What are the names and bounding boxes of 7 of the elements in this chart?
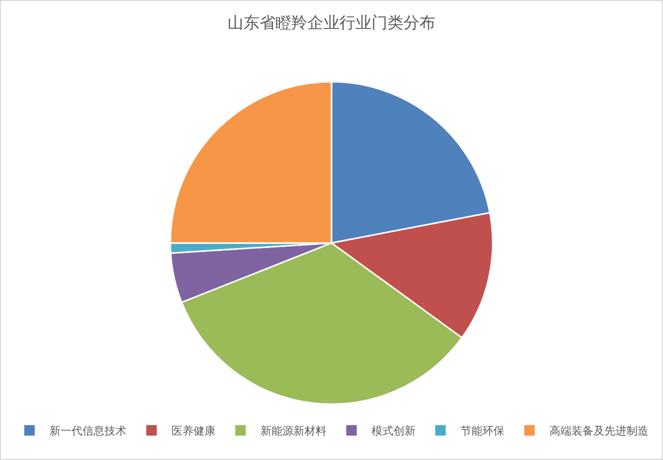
legend-label: 新能源新材料 bbox=[260, 424, 326, 438]
legend-label: 医养健康 bbox=[172, 424, 216, 438]
legend-label: 模式创新 bbox=[372, 424, 416, 438]
legend-label: 新一代信息技术 bbox=[50, 424, 126, 438]
chart-title: 山东省瞪羚企业行业门类分布 bbox=[228, 13, 436, 32]
legend-label: 节能环保 bbox=[460, 424, 504, 438]
legend-label: 高端装备及先进制造 bbox=[550, 424, 648, 438]
